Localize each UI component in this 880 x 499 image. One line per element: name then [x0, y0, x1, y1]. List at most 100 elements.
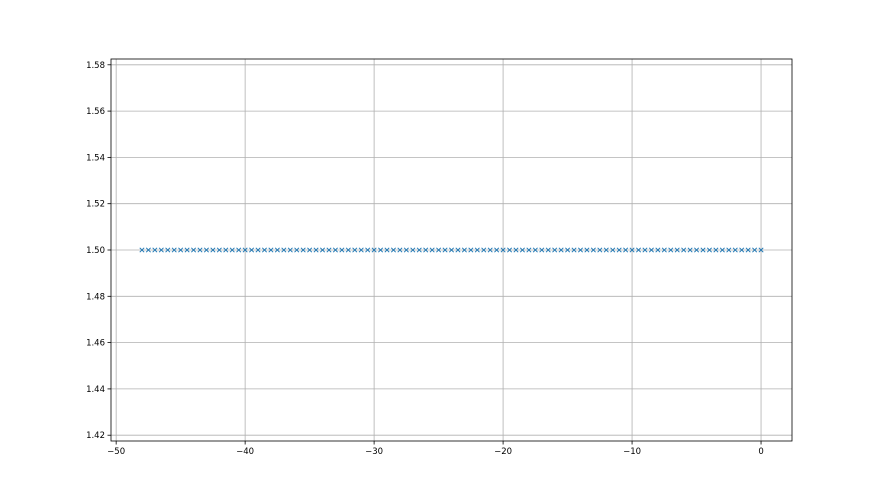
data-point	[526, 247, 532, 253]
data-point	[565, 247, 571, 253]
data-point	[229, 247, 235, 253]
data-point	[390, 247, 397, 253]
y-tick-label: 1.54	[86, 153, 105, 163]
data-point	[171, 247, 177, 253]
data-point	[184, 247, 190, 253]
data-point	[410, 247, 416, 253]
y-tick-label: 1.50	[86, 246, 105, 256]
data-point	[681, 247, 687, 253]
y-tick-label: 1.44	[86, 385, 105, 395]
data-point	[190, 247, 197, 253]
data-point	[178, 247, 184, 253]
x-tick-label: −20	[494, 447, 512, 457]
data-point	[661, 247, 667, 253]
data-point	[307, 247, 313, 253]
data-point	[332, 247, 338, 253]
data-point	[365, 247, 371, 253]
data-point	[584, 247, 590, 253]
data-point	[732, 247, 738, 253]
data-point	[674, 247, 680, 253]
data-point	[416, 247, 422, 253]
x-tick-label: 0	[758, 447, 763, 457]
data-point	[319, 247, 326, 253]
data-point	[300, 247, 306, 253]
data-point	[506, 247, 513, 253]
ticks: −50 −40 −30 −20 −10 0 1.42 1.44 1.46 1.48 1.50 1.52…	[86, 61, 764, 457]
x-tick-label: −50	[107, 447, 125, 457]
data-point	[403, 247, 409, 253]
data-point	[358, 247, 364, 253]
data-point	[210, 247, 216, 253]
data-point	[558, 247, 564, 253]
data-point	[726, 247, 732, 253]
data-point	[668, 247, 674, 253]
data-point	[261, 247, 268, 253]
data-point	[423, 247, 429, 253]
data-point	[603, 247, 609, 253]
data-point	[513, 247, 519, 253]
y-tick-label: 1.42	[86, 431, 105, 441]
data-point	[745, 247, 751, 253]
data-point	[236, 247, 242, 253]
data-point	[623, 247, 629, 253]
data-point	[758, 247, 764, 253]
data-point	[461, 247, 467, 253]
data-point	[313, 247, 319, 253]
x-tick-label: −40	[236, 447, 254, 457]
data-point	[294, 247, 300, 253]
data-point	[610, 247, 616, 253]
data-point	[487, 247, 493, 253]
data-point	[500, 247, 506, 253]
data-point	[700, 247, 706, 253]
axes-frame	[110, 58, 793, 442]
data-point	[616, 247, 622, 253]
data-point	[274, 247, 280, 253]
data-point	[384, 247, 390, 253]
x-tick-label: −10	[623, 447, 641, 457]
data-point	[494, 247, 500, 253]
data-point	[577, 247, 584, 253]
data-point	[481, 247, 487, 253]
x-tick-label: −30	[365, 447, 383, 457]
data-point	[532, 247, 538, 253]
data-point	[635, 247, 642, 253]
data-point	[713, 247, 719, 253]
data-point	[590, 247, 596, 253]
data-point	[474, 247, 480, 253]
y-tick-label: 1.48	[86, 292, 105, 302]
data-point	[371, 247, 377, 253]
data-point	[158, 247, 164, 253]
data-point	[429, 247, 435, 253]
data-point	[597, 247, 603, 253]
data-point	[255, 247, 261, 253]
y-tick-label: 1.58	[86, 61, 105, 71]
data-point	[468, 247, 474, 253]
data-point	[687, 247, 693, 253]
data-point	[378, 247, 384, 253]
data-point	[694, 247, 700, 253]
data-point	[552, 247, 558, 253]
data-point	[448, 247, 455, 253]
data-point	[203, 247, 209, 253]
data-point	[152, 247, 158, 253]
data-point	[165, 247, 171, 253]
data-point	[436, 247, 442, 253]
data-point	[442, 247, 448, 253]
data-point	[223, 247, 229, 253]
data-point	[455, 247, 461, 253]
y-tick-label: 1.46	[86, 339, 105, 349]
y-tick-label: 1.56	[86, 107, 105, 117]
data-point	[629, 247, 635, 253]
data-point	[197, 247, 203, 253]
data-point	[539, 247, 545, 253]
data-point	[242, 247, 248, 253]
data-point	[648, 247, 654, 253]
data-point	[571, 247, 577, 253]
data-point	[655, 247, 661, 253]
data-point	[249, 247, 255, 253]
data-point	[719, 247, 725, 253]
data-point	[397, 247, 403, 253]
y-tick-label: 1.52	[86, 200, 105, 210]
data-point	[139, 247, 145, 253]
